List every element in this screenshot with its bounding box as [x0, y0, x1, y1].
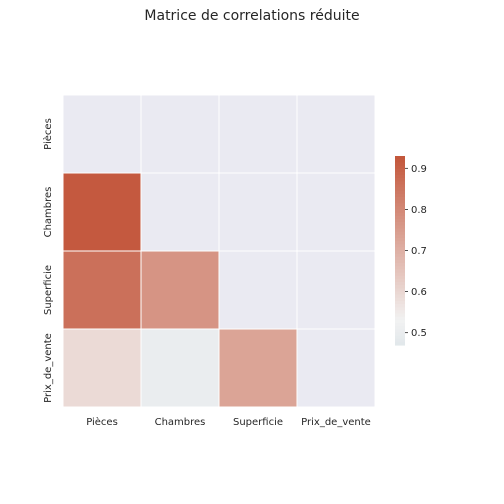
colorbar-segment	[395, 263, 405, 267]
colorbar-segment	[395, 316, 405, 321]
heatmap-cells	[62, 94, 376, 408]
colorbar: 0.5 0.6 0.7 0.8 0.9	[395, 156, 427, 346]
colorbar-segment	[395, 294, 405, 299]
colorbar-segment	[395, 184, 405, 189]
colorbar-segment	[395, 206, 405, 211]
colorbar-segment	[395, 335, 405, 340]
colorbar-segment	[395, 187, 405, 192]
colorbar-segment	[395, 212, 405, 217]
colorbar-tick-label: 0.6	[411, 287, 427, 298]
heatmap-cell-3-3	[296, 328, 376, 408]
colorbar-segment	[395, 304, 405, 308]
x-tick-label: Pièces	[86, 416, 118, 428]
colorbar-segment	[395, 237, 405, 242]
heatmap-cell-2-0	[62, 250, 142, 330]
heatmap-cell-1-2	[218, 172, 298, 252]
heatmap-cell-3-2	[218, 328, 298, 408]
colorbar-segment	[395, 193, 405, 198]
heatmap-cell-0-3	[296, 94, 376, 174]
colorbar-segment	[395, 310, 405, 315]
colorbar-segment	[395, 178, 405, 182]
colorbar-segment	[395, 341, 405, 346]
colorbar-tick-label: 0.8	[411, 205, 427, 216]
colorbar-segment	[395, 228, 405, 233]
colorbar-segment	[395, 225, 405, 230]
chart-title: Matrice de correlations réduite	[144, 8, 360, 24]
colorbar-segment	[395, 272, 405, 277]
colorbar-segment	[395, 332, 405, 337]
colorbar-segment	[395, 326, 405, 330]
colorbar-segment	[395, 266, 405, 270]
y-tick-label: Chambres	[43, 187, 54, 238]
heatmap-cell-3-1	[140, 328, 220, 408]
colorbar-segment	[395, 313, 405, 318]
x-axis-ticks: Pièces Chambres Superficie Prix_de_vente	[86, 416, 371, 428]
heatmap-cell-0-0	[62, 94, 142, 174]
colorbar-segment	[395, 168, 405, 173]
colorbar-segment	[395, 241, 405, 245]
heatmap-cell-1-3	[296, 172, 376, 252]
colorbar-segment	[395, 165, 405, 170]
colorbar-segment	[395, 285, 405, 289]
colorbar-segment	[395, 162, 405, 167]
colorbar-segment	[395, 300, 405, 305]
colorbar-segment	[395, 275, 405, 280]
colorbar-segment	[395, 209, 405, 214]
colorbar-segment	[395, 291, 405, 296]
colorbar-segment	[395, 174, 405, 179]
heatmap-cell-0-2	[218, 94, 298, 174]
heatmap-cell-1-0	[62, 172, 142, 252]
x-tick-label: Prix_de_vente	[301, 417, 371, 428]
heatmap-cell-2-3	[296, 250, 376, 330]
colorbar-segment	[395, 322, 405, 327]
colorbar-segment	[395, 247, 405, 252]
colorbar-segment	[395, 190, 405, 195]
y-tick-label: Superficie	[43, 265, 54, 315]
colorbar-segment	[395, 159, 405, 163]
colorbar-segment	[395, 256, 405, 261]
heatmap-cell-3-0	[62, 328, 142, 408]
colorbar-segment	[395, 171, 405, 176]
colorbar-segment	[395, 200, 405, 204]
y-tick-label: Pièces	[42, 118, 54, 150]
colorbar-segment	[395, 156, 405, 160]
colorbar-segment	[395, 259, 405, 264]
colorbar-segment	[395, 253, 405, 258]
colorbar-segment	[395, 329, 405, 333]
colorbar-segment	[395, 222, 405, 226]
colorbar-segment	[395, 244, 405, 248]
colorbar-segment	[395, 297, 405, 302]
colorbar-segment	[395, 181, 405, 185]
colorbar-tick-label: 0.7	[411, 246, 427, 257]
colorbar-segment	[395, 215, 405, 220]
colorbar-tick-label: 0.5	[411, 328, 427, 339]
colorbar-segment	[395, 282, 405, 286]
heatmap-cell-1-1	[140, 172, 220, 252]
colorbar-segment	[395, 231, 405, 236]
colorbar-segment	[395, 234, 405, 239]
colorbar-segment	[395, 338, 405, 343]
x-tick-label: Chambres	[155, 417, 206, 428]
colorbar-segment	[395, 278, 405, 283]
heatmap-cell-2-2	[218, 250, 298, 330]
heatmap-cell-0-1	[140, 94, 220, 174]
colorbar-segment	[395, 250, 405, 255]
colorbar-segment	[395, 196, 405, 201]
colorbar-tick-label: 0.9	[411, 164, 427, 175]
heatmap-cell-2-1	[140, 250, 220, 330]
colorbar-segment	[395, 288, 405, 293]
x-tick-label: Superficie	[233, 417, 283, 428]
colorbar-segment	[395, 319, 405, 324]
y-axis-ticks: Pièces Chambres Superficie Prix_de_vente	[42, 118, 54, 403]
colorbar-segment	[395, 307, 405, 311]
colorbar-segment	[395, 269, 405, 274]
y-tick-label: Prix_de_vente	[43, 333, 54, 403]
colorbar-segment	[395, 219, 405, 223]
colorbar-segment	[395, 203, 405, 207]
